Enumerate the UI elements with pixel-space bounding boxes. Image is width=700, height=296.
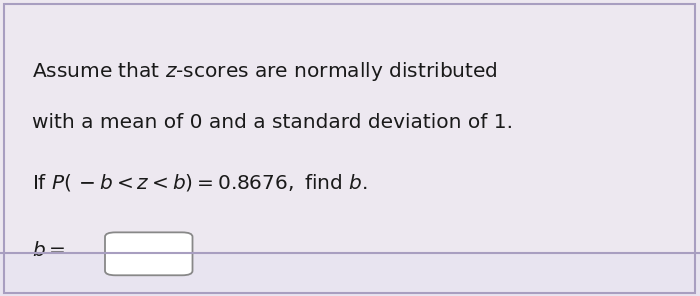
Text: If $P(\,-b < z < b) = 0.8676,$ find $b.$: If $P(\,-b < z < b) = 0.8676,$ find $b.$ bbox=[32, 172, 368, 192]
Text: with a mean of 0 and a standard deviation of 1.: with a mean of 0 and a standard deviatio… bbox=[32, 113, 512, 132]
Text: Assume that $z$-scores are normally distributed: Assume that $z$-scores are normally dist… bbox=[32, 59, 497, 83]
FancyBboxPatch shape bbox=[105, 232, 192, 275]
Text: $b =$: $b =$ bbox=[32, 241, 65, 260]
